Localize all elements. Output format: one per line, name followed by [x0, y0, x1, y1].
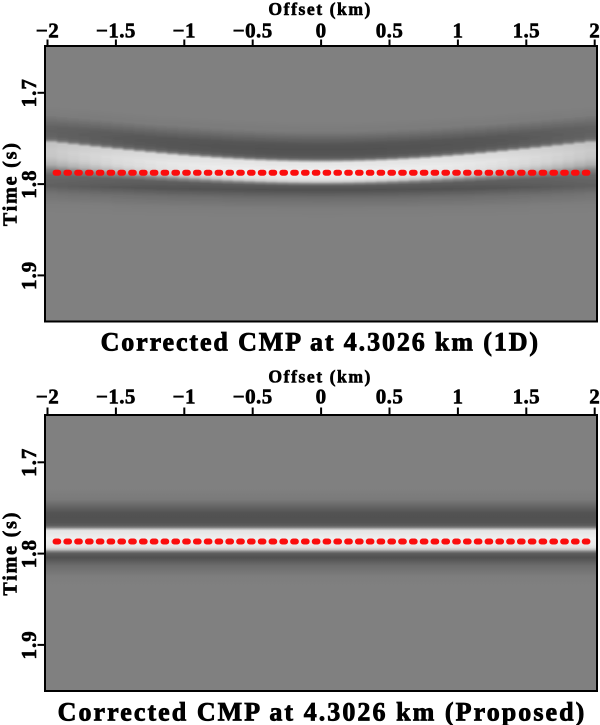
svg-text:1.5: 1.5 [513, 19, 540, 43]
svg-text:2: 2 [589, 19, 600, 43]
svg-text:−2: −2 [36, 385, 59, 409]
svg-text:Time (s): Time (s) [0, 141, 22, 226]
svg-text:Corrected CMP at 4.3026 km (Pr: Corrected CMP at 4.3026 km (Proposed) [58, 697, 587, 725]
svg-text:−2: −2 [36, 19, 59, 43]
svg-text:Time (s): Time (s) [0, 511, 22, 596]
svg-text:1: 1 [452, 385, 463, 409]
svg-text:Offset (km): Offset (km) [268, 0, 372, 19]
svg-text:−1: −1 [173, 385, 196, 409]
svg-text:1.7: 1.7 [17, 78, 41, 107]
svg-text:0: 0 [316, 19, 327, 43]
svg-text:−1.5: −1.5 [96, 19, 136, 43]
svg-text:Corrected CMP at 4.3026 km (1D: Corrected CMP at 4.3026 km (1D) [101, 327, 540, 356]
svg-text:−1.5: −1.5 [96, 385, 136, 409]
svg-text:1.8: 1.8 [17, 169, 41, 198]
svg-text:1.7: 1.7 [17, 448, 41, 477]
svg-text:0: 0 [316, 385, 327, 409]
svg-text:Offset (km): Offset (km) [268, 367, 372, 387]
svg-text:2: 2 [589, 385, 600, 409]
svg-text:1: 1 [452, 19, 463, 43]
svg-text:0.5: 0.5 [376, 385, 403, 409]
svg-text:1.5: 1.5 [513, 385, 540, 409]
svg-text:0.5: 0.5 [376, 19, 403, 43]
svg-text:1.8: 1.8 [17, 539, 41, 568]
svg-text:1.9: 1.9 [17, 630, 41, 659]
svg-text:−0.5: −0.5 [233, 385, 273, 409]
svg-text:1.9: 1.9 [17, 261, 41, 290]
svg-text:−0.5: −0.5 [233, 19, 273, 43]
svg-text:−1: −1 [173, 19, 196, 43]
